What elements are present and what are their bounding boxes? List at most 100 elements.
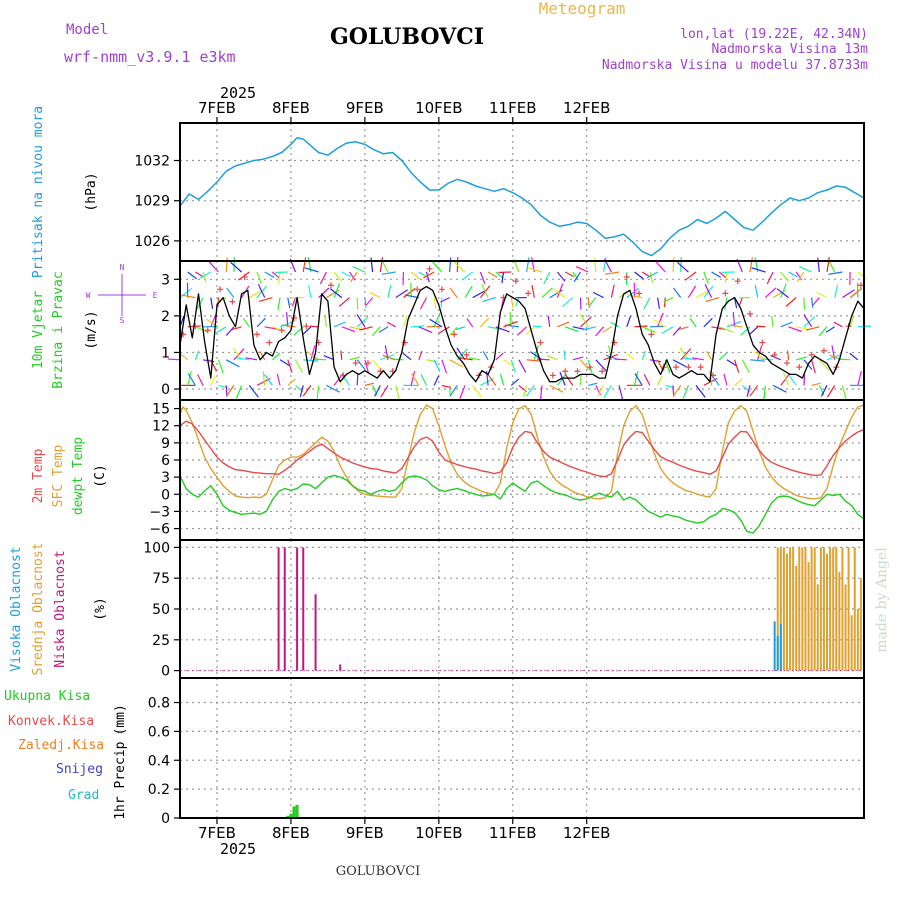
wind-arrow [634, 325, 648, 328]
wind-arrow [365, 297, 374, 306]
wind-arrow [498, 271, 512, 274]
wind-arrow [340, 350, 343, 360]
wind-arrow [751, 267, 766, 273]
legend-hail: Grad [68, 788, 99, 803]
wind-arrow [302, 326, 312, 335]
top-day-label-4: 11FEB [489, 99, 536, 117]
wind-gust-marker [217, 286, 224, 293]
wind-arrow [528, 267, 543, 273]
wind-arrow [210, 312, 217, 328]
wind-arrow [262, 370, 266, 386]
wind-arrow [788, 271, 798, 278]
wind-arrow [449, 257, 452, 273]
wind-arrow [437, 326, 450, 335]
coords-label: lon,lat (19.22E, 42.34N) [680, 27, 868, 42]
wind-gust-marker [697, 364, 704, 371]
wind-gust-marker [857, 282, 864, 289]
wind-gust-marker [747, 310, 753, 317]
wind-arrow [381, 271, 396, 275]
wind-arrow [233, 256, 235, 273]
model-name: wrf-nmm_v3.9.1 e3km [64, 48, 236, 66]
wind-arrow [643, 374, 651, 386]
wind-arrow [785, 297, 797, 307]
precip-axis-unit: (mm) [113, 704, 128, 735]
wind-arrow [449, 385, 451, 397]
wind-arrow [329, 288, 343, 299]
wind-gust-marker [525, 290, 532, 297]
wind-arrow [746, 385, 751, 397]
wind-arrow [449, 326, 458, 336]
wind-gust-marker [414, 286, 421, 293]
wind-arrow [788, 374, 797, 386]
wind-gust-marker [820, 347, 827, 354]
wind-gust-marker [438, 286, 445, 293]
temperature-ytick-label-1: −3 [149, 504, 170, 520]
wind-arrow [536, 358, 550, 361]
temperature-ytick-label-4: 6 [161, 453, 170, 469]
wind-arrow [723, 373, 728, 386]
wind-arrow [740, 326, 751, 336]
wind-arrow [249, 289, 263, 299]
legend-snow: Snijeg [56, 762, 103, 777]
wind-arrow [741, 359, 750, 373]
wind-arrow [592, 291, 604, 299]
wind-arrow [579, 314, 589, 328]
wind-arrow [420, 374, 428, 386]
wind-arrow [472, 385, 483, 398]
wind-gust-marker [364, 360, 371, 367]
wind-arrow [411, 373, 420, 386]
wind-arrow [605, 271, 620, 275]
wind-arrow [245, 357, 258, 361]
wind-arrow [515, 297, 520, 307]
wind-arrow [857, 370, 862, 386]
cloud-low-axis-label: Niska Oblacnost [53, 550, 68, 667]
wind-arrow [649, 271, 654, 283]
wind-arrow [468, 357, 481, 361]
wind-arrow [753, 351, 766, 361]
wind-arrow [676, 261, 689, 273]
temp-unit-label: (C) [93, 464, 108, 487]
wind-arrow [579, 374, 582, 386]
wind-arrow [167, 358, 181, 361]
wind-arrow [195, 271, 204, 278]
clouds-ytick-label-1: 25 [152, 633, 170, 649]
wind-arrow [278, 271, 281, 284]
wind-arrow [610, 321, 620, 328]
wind-arrow [726, 359, 738, 367]
wind-arrow [276, 373, 281, 386]
precip-bar-3 [295, 805, 299, 818]
panel-border-2 [179, 399, 865, 541]
wind-arrow [703, 317, 713, 328]
wind-arrow [602, 326, 612, 333]
wind-gust-marker [574, 368, 581, 375]
wind-arrow [310, 345, 316, 360]
panel-border-0 [179, 122, 865, 262]
bottom-time-axis: 7FEB 8FEB 9FEB 10FEB 11FEB 12FEB [198, 818, 610, 842]
wind-axis-sublabel: Brzina i Pravac [51, 271, 66, 388]
wind-arrow [682, 357, 697, 361]
wind-arrow [179, 287, 193, 299]
wind-arrow [678, 326, 689, 330]
wind-arrow [795, 271, 803, 281]
bottom-day-label-1: 8FEB [272, 824, 310, 842]
wind-arrow [187, 373, 196, 386]
wind-arrow [597, 385, 605, 397]
wind-arrow [364, 297, 367, 308]
wind-arrow [595, 359, 607, 372]
panel-border-4 [179, 677, 865, 819]
wind-arrow [402, 315, 408, 327]
wind-arrow [264, 326, 279, 330]
precip-axis-label: 1hr Precip (mm) [113, 704, 128, 820]
wind-arrow [226, 385, 235, 397]
wind-gust-marker [771, 351, 778, 358]
wind-gust-marker [549, 372, 556, 379]
wind-arrow [575, 266, 589, 273]
wind-arrow [237, 271, 250, 281]
wind-arrow [771, 315, 774, 327]
wind-arrow [380, 385, 389, 398]
wind-arrow [333, 321, 346, 328]
wind-arrow [302, 257, 307, 273]
wind-arrow [418, 271, 428, 278]
wind-arrow [287, 378, 296, 386]
